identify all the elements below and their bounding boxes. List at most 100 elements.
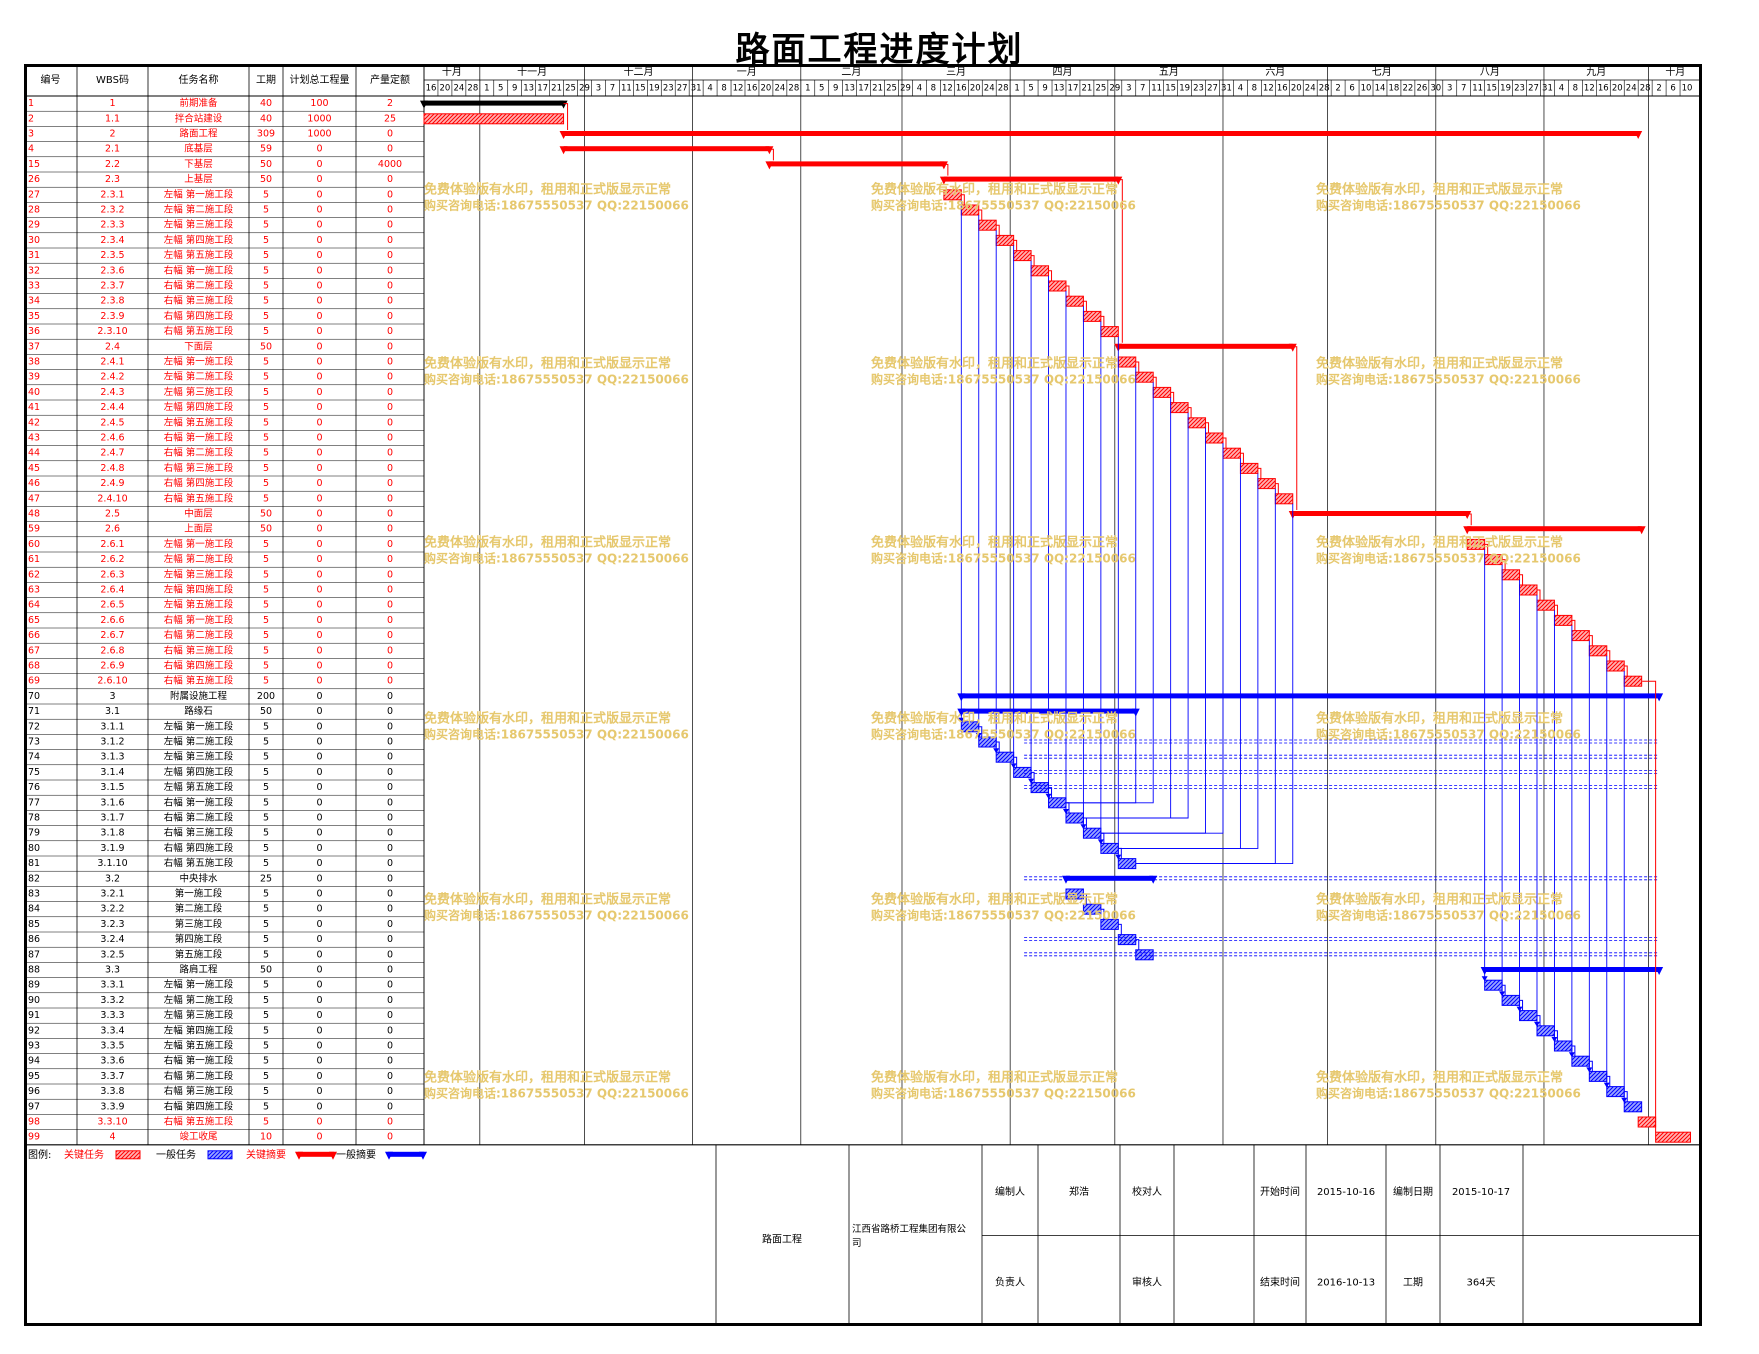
day-label: 9	[833, 84, 838, 94]
cell-rate: 0	[387, 524, 393, 535]
cell-task-name: 右幅 第三施工段	[164, 1085, 234, 1097]
dependency-link	[1048, 787, 1053, 798]
watermark-text: 购买咨询电话:18675550537 QQ:22150066	[1316, 1086, 1581, 1101]
footer-label: 开始时间	[1260, 1185, 1300, 1198]
dependency-link	[1083, 300, 1087, 312]
dependency-arrow	[1603, 1082, 1610, 1088]
cell-task-name: 右幅 第四施工段	[164, 1100, 234, 1112]
cell-id: 75	[28, 767, 40, 778]
month-label: 一月	[737, 66, 757, 78]
cell-rate: 0	[387, 1025, 393, 1036]
cell-rate: 0	[387, 448, 393, 459]
cell-task-name: 中央排水	[179, 872, 218, 884]
cell-rate: 0	[387, 797, 393, 808]
cell-rate: 0	[387, 965, 393, 976]
day-label: 21	[1081, 84, 1092, 94]
watermark-text: 购买咨询电话:18675550537 QQ:22150066	[1316, 551, 1581, 566]
cell-duration: 5	[263, 387, 269, 398]
cell-duration: 5	[263, 250, 269, 261]
dependency-link	[1048, 270, 1053, 281]
cell-wbs: 2.3.6	[100, 265, 124, 276]
cell-duration: 5	[263, 752, 269, 763]
task-bar	[1553, 614, 1573, 626]
summary-bar-cap-end	[1637, 526, 1646, 535]
cell-id: 79	[28, 828, 40, 839]
cell-quantity: 0	[316, 828, 322, 839]
day-label: 8	[931, 84, 936, 94]
cell-quantity: 0	[316, 281, 322, 292]
cell-duration: 5	[263, 676, 269, 687]
column-header: 编号	[41, 73, 61, 86]
task-bar	[995, 234, 1015, 246]
cell-task-name: 右幅 第三施工段	[164, 827, 234, 839]
day-label: 13	[1054, 84, 1065, 94]
day-label: 23	[663, 84, 674, 94]
cell-wbs: 3.1.2	[100, 737, 124, 748]
cell-rate: 0	[387, 1041, 393, 1052]
cell-id: 40	[28, 387, 40, 398]
cell-wbs: 2.3.7	[100, 281, 124, 292]
cell-duration: 5	[263, 585, 269, 596]
task-bar	[1274, 493, 1294, 505]
dependency-link	[1083, 412, 1189, 819]
day-label: 11	[621, 84, 632, 94]
cell-rate: 0	[387, 980, 393, 991]
cell-rate: 0	[387, 904, 393, 915]
cell-task-name: 左幅 第一施工段	[164, 720, 234, 732]
watermark-text: 免费体验版有水印，租用和正式版显示正常	[871, 182, 1118, 198]
cell-task-name: 左幅 第一施工段	[164, 356, 234, 368]
dependency-arrow	[1568, 1052, 1575, 1058]
cell-duration: 5	[263, 311, 269, 322]
cell-wbs: 3.2	[105, 873, 120, 884]
dependency-arrow	[1010, 763, 1017, 769]
day-label: 31	[1542, 84, 1553, 94]
month-label: 十二月	[624, 65, 654, 78]
cell-quantity: 0	[316, 965, 322, 976]
dependency-link	[1589, 635, 1593, 646]
task-bar	[1065, 812, 1084, 824]
cell-rate: 0	[387, 311, 393, 322]
task-bar	[1082, 310, 1102, 322]
cell-wbs: 1	[109, 98, 115, 109]
cell-id: 28	[28, 205, 40, 216]
summary-bar	[563, 131, 1639, 136]
cell-task-name: 右幅 第三施工段	[164, 462, 234, 474]
day-label: 15	[1486, 84, 1497, 94]
cell-task-name: 左幅 第四施工段	[164, 401, 234, 413]
cell-task-name: 第一施工段	[175, 888, 223, 900]
dependency-link	[1153, 376, 1157, 388]
day-label: 18	[1389, 84, 1400, 94]
day-label: 28	[467, 84, 478, 94]
watermark-text: 免费体验版有水印，租用和正式版显示正常	[424, 892, 671, 908]
cell-wbs: 3.2.3	[100, 919, 124, 930]
cell-duration: 5	[263, 615, 269, 626]
cell-duration: 5	[263, 813, 269, 824]
task-bar	[1571, 630, 1590, 642]
watermark-text: 购买咨询电话:18675550537 QQ:22150066	[424, 908, 689, 923]
cell-id: 42	[28, 417, 40, 428]
cell-quantity: 0	[316, 676, 322, 687]
cell-task-name: 竣工收尾	[179, 1131, 217, 1143]
day-label: 28	[1319, 84, 1330, 94]
day-label: 10	[1361, 84, 1372, 94]
cell-wbs: 3.2.5	[100, 949, 124, 960]
cell-quantity: 0	[316, 372, 322, 383]
day-label: 2	[1335, 84, 1340, 94]
cell-quantity: 0	[316, 1117, 322, 1128]
cell-id: 62	[28, 569, 40, 580]
summary-bar	[563, 146, 770, 152]
cell-rate: 0	[387, 463, 393, 474]
cell-quantity: 0	[316, 235, 322, 246]
day-label: 4	[1559, 84, 1564, 94]
footer-company: 司	[852, 1238, 862, 1249]
dependency-link	[943, 163, 949, 176]
watermark-text: 免费体验版有水印，租用和正式版显示正常	[424, 711, 671, 727]
cell-wbs: 2.4.4	[100, 402, 124, 413]
cell-task-name: 左幅 第五施工段	[164, 249, 234, 261]
cell-wbs: 3.3.10	[97, 1117, 127, 1128]
dependency-link	[1118, 923, 1122, 935]
summary-bar-cap-end	[765, 146, 774, 155]
cell-rate: 0	[387, 265, 393, 276]
cell-rate: 0	[387, 281, 393, 292]
cell-quantity: 0	[316, 174, 322, 185]
